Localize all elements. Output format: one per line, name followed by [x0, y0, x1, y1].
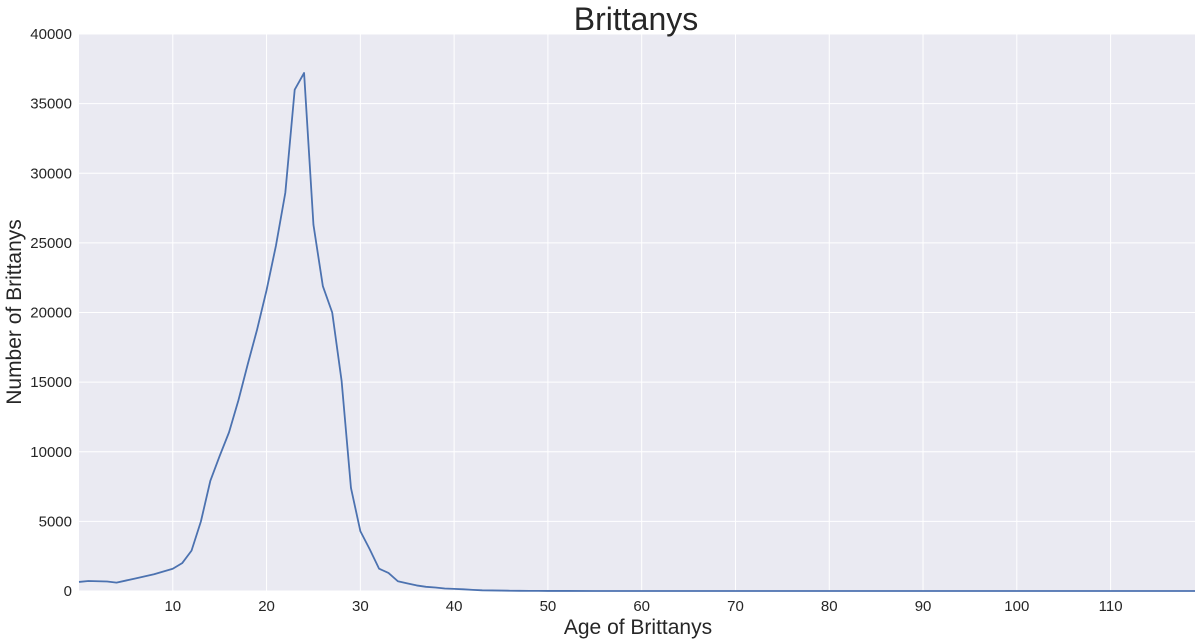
x-tick-label: 70: [727, 598, 744, 615]
y-tick-label: 0: [64, 583, 72, 600]
x-tick-label: 60: [633, 598, 650, 615]
y-tick-label: 10000: [30, 444, 72, 461]
tick-labels: 0 5000 10000 15000 20000 25000 30000 35000 40000…: [30, 26, 1122, 615]
y-axis-label: Number of Brittanys: [3, 219, 26, 405]
y-tick-label: 30000: [30, 165, 72, 182]
x-tick-label: 80: [821, 598, 838, 615]
chart-title: Brittanys: [574, 1, 698, 37]
x-tick-label: 110: [1099, 598, 1123, 615]
series-line: [78, 72, 1195, 592]
data-marks: [78, 72, 1195, 592]
y-tick-label: 25000: [30, 235, 72, 252]
x-tick-label: 50: [540, 598, 557, 615]
x-axis-label: Age of Brittanys: [564, 616, 712, 639]
x-tick-label: 30: [352, 598, 369, 615]
x-tick-label: 10: [164, 598, 181, 615]
x-tick-label: 90: [915, 598, 932, 615]
x-tick-label: 100: [1004, 598, 1029, 615]
y-tick-label: 20000: [30, 305, 72, 322]
y-tick-label: 40000: [30, 26, 72, 43]
y-tick-label: 5000: [39, 513, 72, 530]
x-tick-label: 20: [258, 598, 275, 615]
y-tick-label: 35000: [30, 96, 72, 113]
grid-lines: [79, 33, 1195, 592]
x-tick-label: 40: [446, 598, 463, 615]
y-tick-label: 15000: [30, 374, 72, 391]
